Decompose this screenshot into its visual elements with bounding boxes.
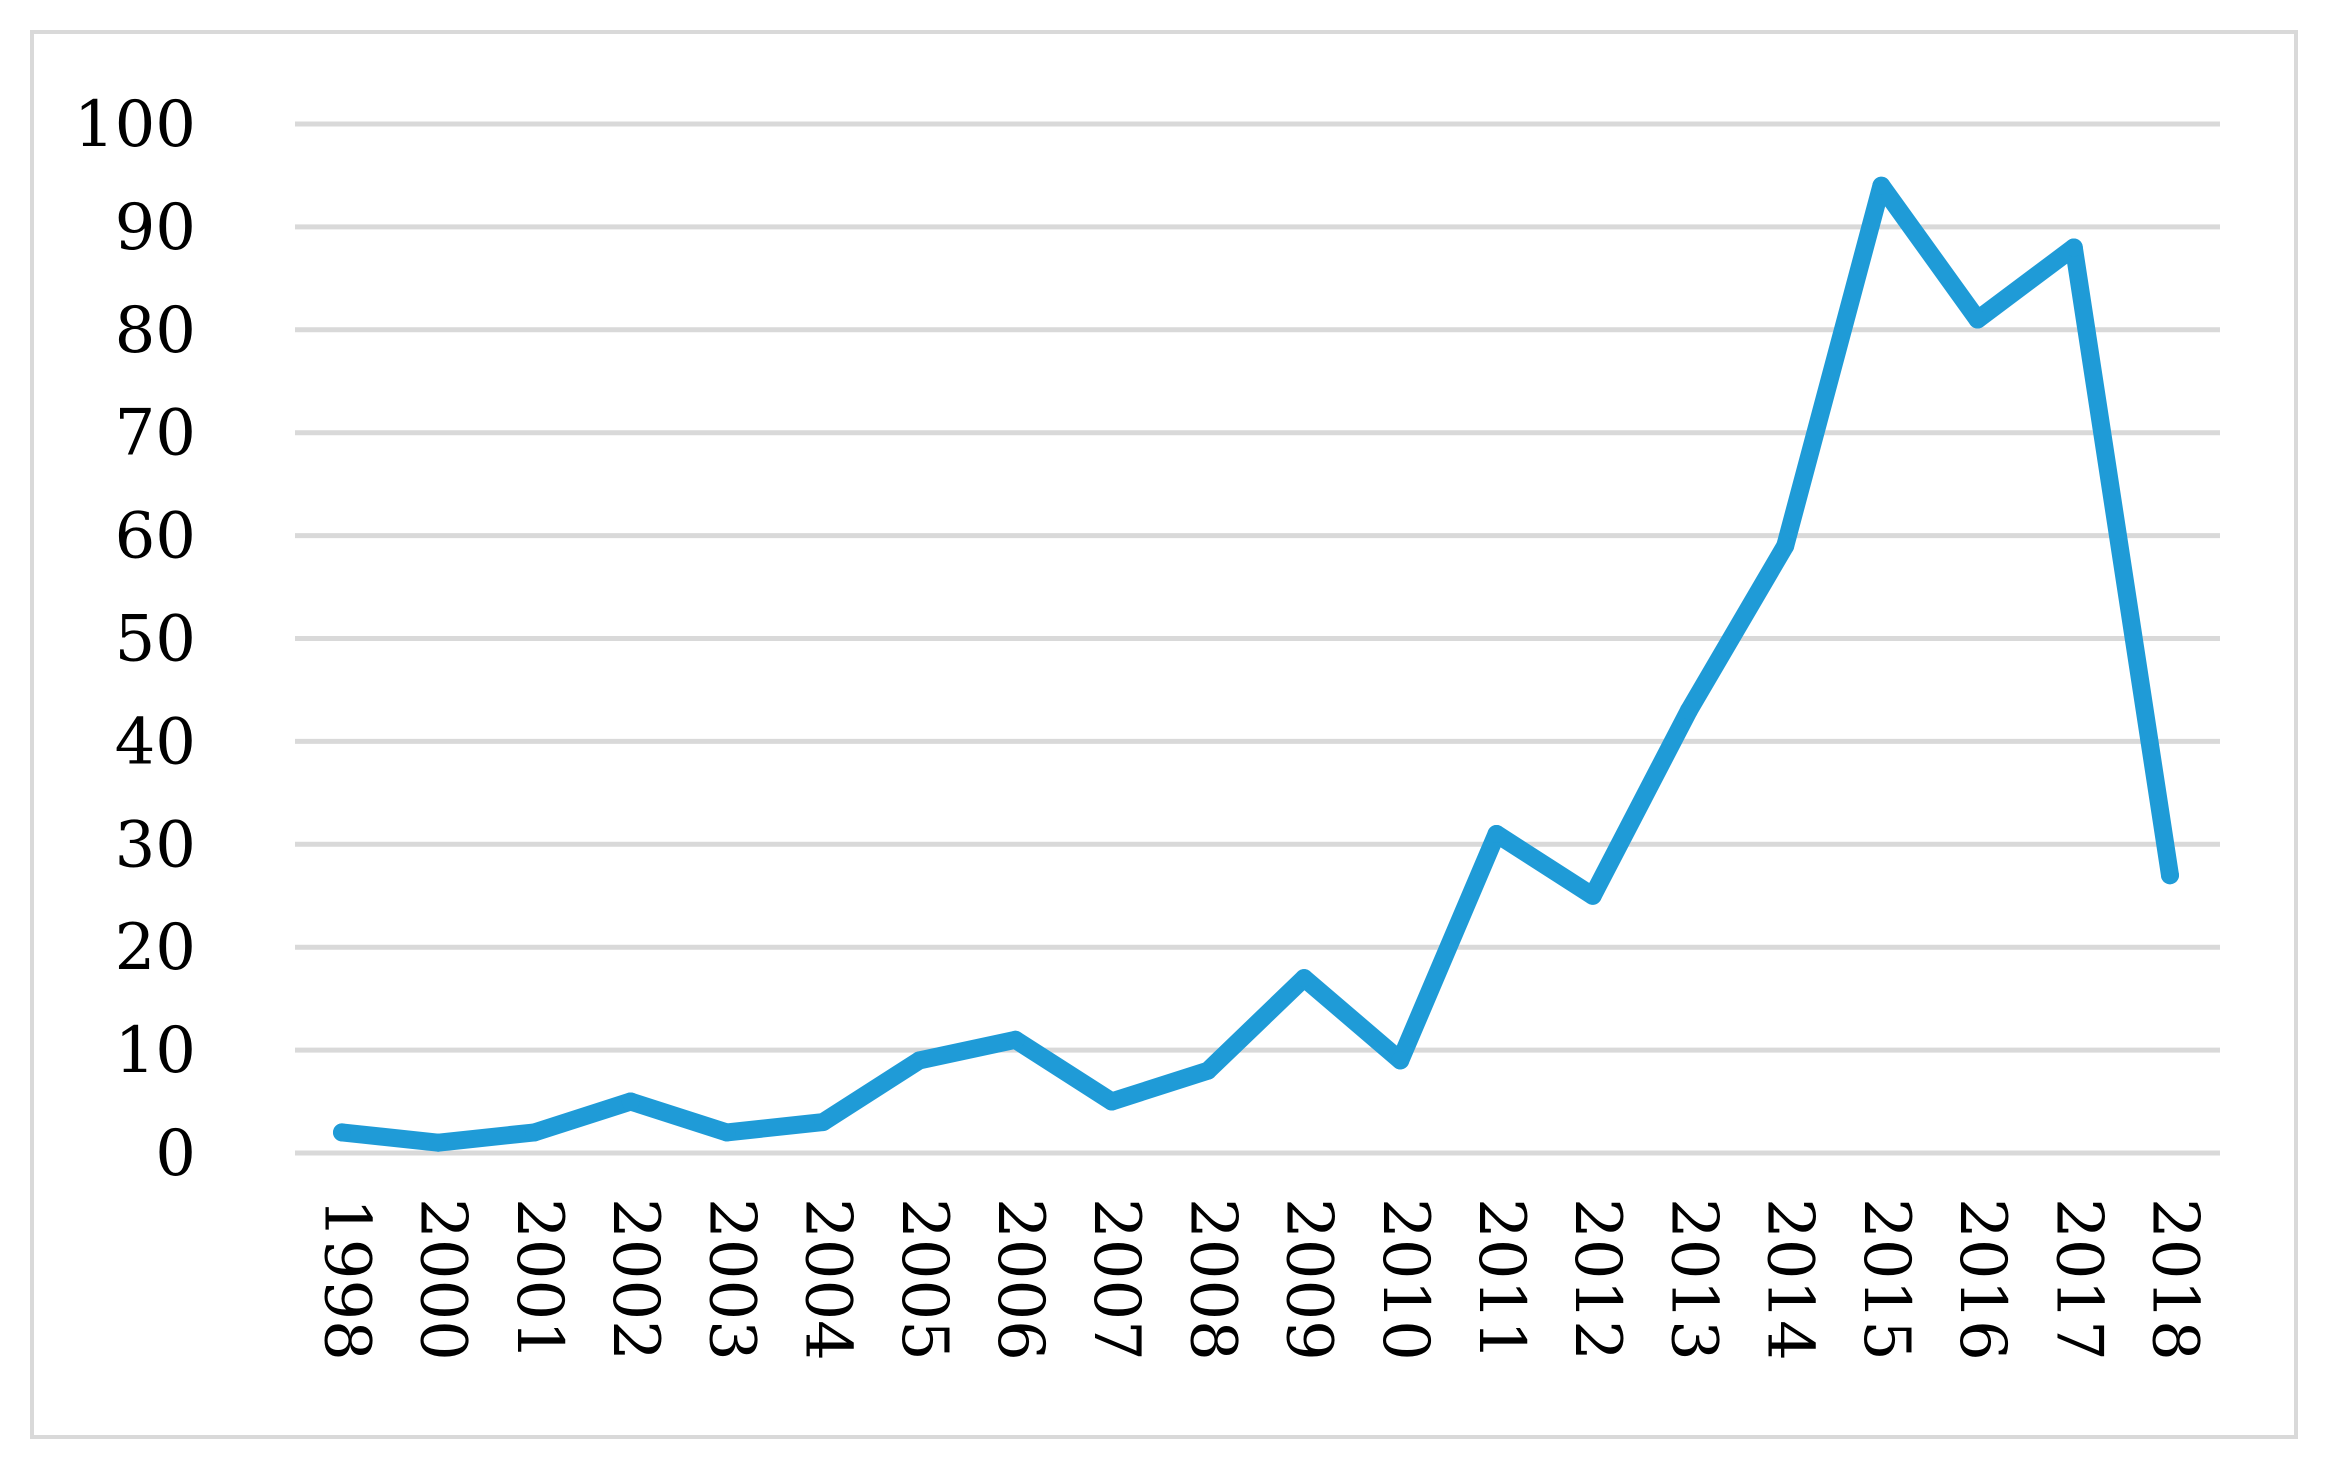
x-tick-label: 2000 xyxy=(406,1198,480,1361)
y-tick-label: 60 xyxy=(115,500,196,574)
gridlines xyxy=(295,121,2220,1156)
data-point xyxy=(1583,886,1602,905)
data-point xyxy=(1487,825,1506,843)
x-tick-label: 2006 xyxy=(983,1198,1057,1361)
x-tick-label: 2012 xyxy=(1560,1198,1634,1361)
x-tick-label: 2001 xyxy=(502,1198,576,1361)
data-point xyxy=(2064,238,2083,257)
x-tick-label: 1998 xyxy=(310,1198,384,1361)
y-tick-label: 40 xyxy=(115,705,196,779)
y-tick-label: 50 xyxy=(115,603,196,677)
data-point xyxy=(2161,866,2179,885)
x-tick-label: 2010 xyxy=(1368,1198,1442,1361)
y-axis-tick-labels: 0 10 20 30 40 50 60 70 80 90 100 xyxy=(74,88,196,1191)
y-tick-label: 70 xyxy=(115,397,196,471)
series-lines xyxy=(333,176,2179,1152)
y-tick-label: 30 xyxy=(115,808,196,882)
x-tick-label: 2011 xyxy=(1464,1198,1538,1361)
y-tick-label: 90 xyxy=(115,191,196,265)
data-point xyxy=(717,1123,736,1142)
data-point xyxy=(1295,969,1314,988)
x-tick-label: 2015 xyxy=(1849,1198,1923,1361)
x-tick-label: 2004 xyxy=(791,1198,865,1361)
x-tick-label: 2007 xyxy=(1079,1198,1153,1361)
x-tick-label: 2003 xyxy=(694,1198,768,1361)
y-tick-label: 100 xyxy=(74,88,196,162)
data-point xyxy=(1391,1051,1410,1070)
x-tick-label: 2017 xyxy=(2041,1198,2115,1361)
data-point xyxy=(1006,1030,1025,1049)
x-axis-tick-labels: 1998 2000 2001 2002 2003 2004 2005 2006 2007 2008… xyxy=(310,1198,2212,1361)
data-point xyxy=(429,1133,448,1152)
y-tick-label: 20 xyxy=(115,911,196,985)
data-point xyxy=(1968,310,1987,329)
y-tick-label: 80 xyxy=(115,294,196,368)
x-tick-label: 2014 xyxy=(1753,1198,1827,1361)
y-tick-label: 0 xyxy=(155,1117,196,1191)
data-point xyxy=(1679,701,1698,720)
x-tick-label: 2018 xyxy=(2138,1198,2212,1361)
x-tick-label: 2008 xyxy=(1175,1198,1249,1361)
y-tick-label: 10 xyxy=(115,1014,196,1088)
x-tick-label: 2009 xyxy=(1272,1198,1346,1361)
series-line xyxy=(333,176,2179,1152)
x-tick-label: 2005 xyxy=(887,1198,961,1361)
x-tick-label: 2002 xyxy=(598,1198,672,1361)
data-point xyxy=(333,1123,351,1142)
data-point xyxy=(1872,176,1891,195)
x-tick-label: 2013 xyxy=(1656,1198,1730,1361)
data-point xyxy=(814,1113,833,1132)
data-point xyxy=(1776,536,1795,555)
data-point xyxy=(621,1092,640,1111)
data-point xyxy=(910,1051,929,1070)
data-point xyxy=(1198,1061,1217,1080)
data-point xyxy=(525,1123,544,1142)
chart-frame xyxy=(30,30,2298,1439)
x-tick-label: 2016 xyxy=(1945,1198,2019,1361)
data-point xyxy=(1102,1092,1121,1111)
